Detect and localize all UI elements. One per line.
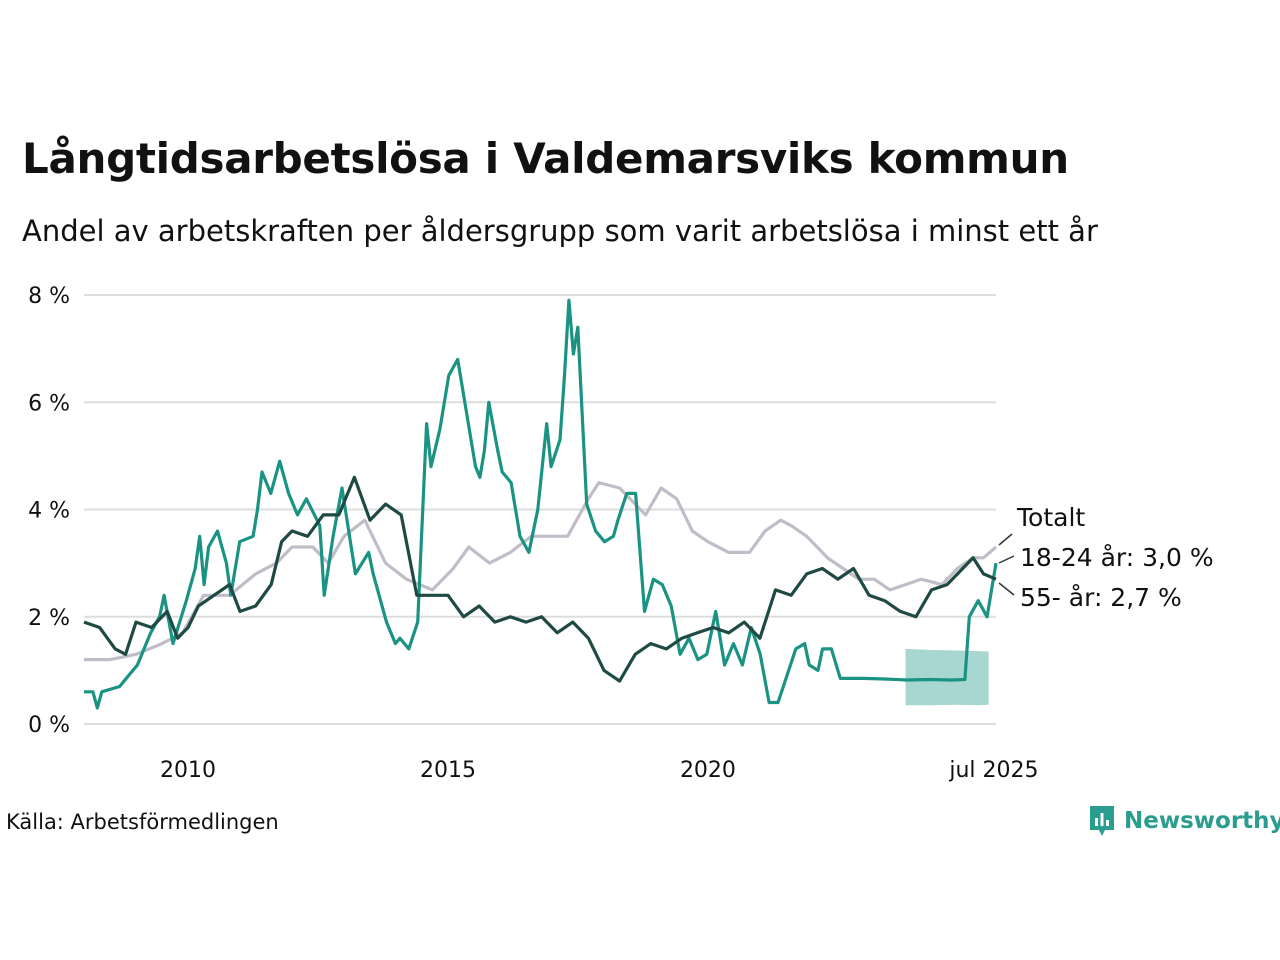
source-note: Källa: Arbetsförmedlingen <box>6 810 279 834</box>
series-line-young <box>84 298 998 710</box>
end-labels: Totalt 18-24 år: 3,0 % 55- år: 2,7 % <box>998 503 1214 612</box>
end-label-old: 55- år: 2,7 % <box>1020 583 1182 612</box>
y-tick-label: 8 % <box>28 284 70 309</box>
x-tick-label: 2015 <box>420 758 476 783</box>
x-axis: 2010 2015 2020 jul 2025 <box>160 758 1039 783</box>
label-leader-old <box>998 582 1015 596</box>
chart-title: Långtidsarbetslösa i Valdemarsviks kommu… <box>22 134 1069 183</box>
young-uncertainty-band <box>905 648 989 706</box>
uncertainty-band-layer <box>905 648 989 706</box>
brand-name: Newsworthy <box>1124 808 1280 834</box>
y-tick-label: 6 % <box>28 391 70 416</box>
newsworthy-logo-icon <box>1090 806 1114 836</box>
x-tick-label: 2010 <box>160 758 216 783</box>
y-tick-label: 4 % <box>28 499 70 524</box>
series-line-old <box>83 475 997 683</box>
y-axis: 0 % 2 % 4 % 6 % 8 % <box>28 284 70 738</box>
x-tick-label: jul 2025 <box>948 758 1038 783</box>
x-tick-label: 2020 <box>680 758 736 783</box>
y-tick-label: 2 % <box>28 606 70 631</box>
series-line-total <box>84 481 998 662</box>
label-leader-young <box>998 555 1015 564</box>
series-lines <box>83 298 998 710</box>
end-label-young: 18-24 år: 3,0 % <box>1020 543 1214 572</box>
brand-logo: Newsworthy <box>1088 804 1280 838</box>
y-tick-label: 0 % <box>28 713 70 738</box>
end-label-total: Totalt <box>1016 503 1085 532</box>
label-leader-total <box>998 533 1013 546</box>
chart-subtitle: Andel av arbetskraften per åldersgrupp s… <box>22 214 1098 248</box>
grid-lines <box>84 294 996 725</box>
